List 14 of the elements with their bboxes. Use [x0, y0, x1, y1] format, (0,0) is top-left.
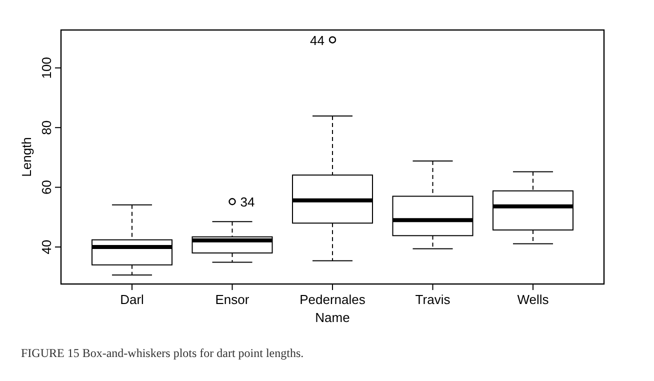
y-tick-label: 100: [39, 57, 54, 79]
y-tick-label: 80: [39, 120, 54, 135]
y-tick-label: 60: [39, 180, 54, 195]
x-tick-label: Wells: [517, 292, 550, 307]
x-axis-title: Name: [315, 310, 350, 325]
y-tick-label: 40: [39, 240, 54, 254]
x-tick-label: Pedernales: [300, 292, 366, 307]
x-tick-label: Darl: [120, 292, 144, 307]
annotation: 34: [240, 194, 255, 210]
caption: FIGURE 15 Box-and-whiskers plots for dart point lengths.: [21, 346, 304, 360]
y-axis-title: Length: [19, 137, 34, 177]
x-tick-label: Travis: [415, 292, 451, 307]
x-tick-label: Ensor: [215, 292, 250, 307]
annotation: 44: [310, 32, 324, 48]
